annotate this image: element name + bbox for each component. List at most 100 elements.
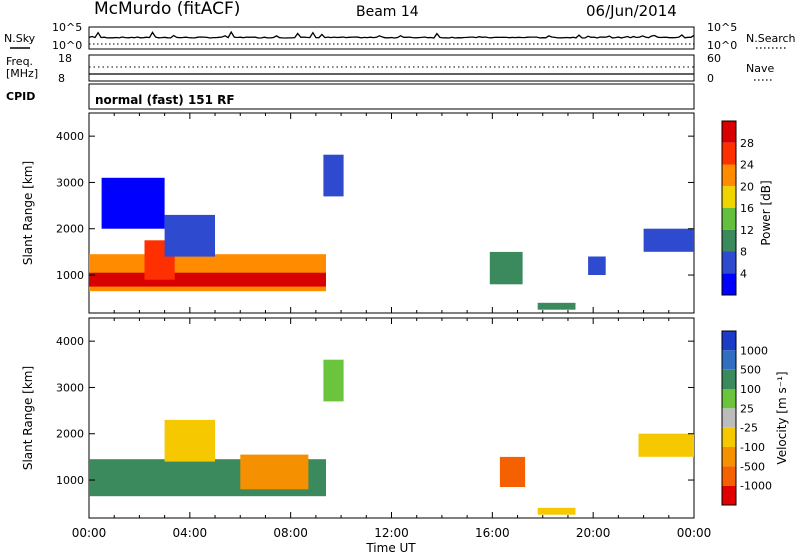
velocity-region-5 [638,433,694,457]
noise-right-label: N.Search [746,32,796,45]
power-colorbar-tick: 20 [740,180,754,193]
noise-right-tick-bottom: 10^0 [707,39,737,52]
power-colorbar: 4 8 12 16 20 24 28 [721,120,754,296]
x-tick-label: 12:00 [374,526,409,540]
power-region-9 [101,177,165,229]
velocity-region-3 [323,359,344,402]
power-colorbar-tick: 4 [740,267,747,280]
beam-title: Beam 14 [356,4,419,20]
cpid-mode: normal (fast) 151 RF [95,93,235,107]
x-tick-label: 16:00 [475,526,510,540]
velocity-region-1 [240,454,309,490]
x-tick-label: 08:00 [273,526,308,540]
freq-left-tick-top: 18 [58,52,72,65]
velocity-colorbar-swatch [722,331,736,351]
power-colorbar-tick: 16 [740,202,754,215]
freq-label-bottom: [MHz] [6,67,38,80]
power-region-8 [164,214,215,257]
power-colorbar-label: Power [dB] [759,180,773,245]
station-title: McMurdo (fitACF) [94,0,240,19]
velocity-colorbar: 1000 500 100 25 -25 -100 -500 -1000 [721,330,772,506]
power-region-3 [323,154,344,197]
noise-sky-trace [88,30,695,39]
power-data [89,154,694,310]
y-tick-label: 1000 [56,474,84,487]
cpid-panel-frame [88,83,695,110]
power-colorbar-tick: 24 [740,159,754,172]
nave-tick-top: 60 [707,52,721,65]
y-tick-label: 2000 [56,223,84,236]
velocity-colorbar-swatch [722,447,736,467]
power-colorbar-swatch [722,121,736,143]
velocity-colorbar-swatch [722,427,736,447]
velocity-colorbar-swatch [722,408,736,428]
date-title: 06/Jun/2014 [586,2,677,20]
freq-left-tick-bottom: 8 [58,72,65,85]
power-region-7 [643,228,694,252]
y-tick-label: 3000 [56,381,84,394]
cpid-label: CPID [6,90,35,103]
freq-panel-frame [88,54,695,82]
noise-traces [88,30,695,45]
power-colorbar-frame [721,120,737,296]
noise-right-tick-top: 10^5 [707,21,737,34]
velocity-colorbar-tick: 1000 [740,344,768,357]
x-axis-ticks: 00:00 04:00 08:00 12:00 16:00 20:00 00:00 [72,526,712,540]
velocity-axes: 1000 2000 3000 4000 [56,318,695,518]
y-tick-label: 2000 [56,428,84,441]
power-region-5 [537,302,576,310]
y-tick-label: 4000 [56,335,84,348]
power-colorbar-tick: 8 [740,246,747,259]
velocity-colorbar-label: Velocity [m s⁻¹] [775,371,789,464]
x-tick-label: 00:00 [677,526,712,540]
power-colorbar-tick: 28 [740,137,754,150]
noise-panel-frame [88,26,695,50]
y-tick-label: 1000 [56,269,84,282]
velocity-ylabel: Slant Range [km] [21,366,35,470]
x-tick-label: 20:00 [576,526,611,540]
x-axis-label: Time UT [365,541,416,554]
power-colorbar-swatch [722,142,736,165]
velocity-region-4 [537,507,576,515]
power-colorbar-swatch [722,229,736,252]
power-region-6 [588,256,606,275]
velocity-colorbar-tick: 25 [740,402,754,415]
velocity-region-2 [499,456,526,487]
power-colorbar-swatch [722,251,736,274]
nave-tick-bottom: 0 [707,72,714,85]
x-tick-label: 04:00 [173,526,208,540]
velocity-colorbar-swatch [722,369,736,389]
velocity-colorbar-frame [721,330,737,506]
velocity-colorbar-tick: -1000 [740,480,772,493]
velocity-region-6 [164,419,215,462]
freq-traces [89,66,694,75]
power-region-1 [89,272,326,287]
power-colorbar-swatch [722,208,736,230]
nave-label: Nave [746,62,774,75]
velocity-colorbar-tick: -500 [740,460,765,473]
velocity-colorbar-tick: 100 [740,383,761,396]
velocity-colorbar-tick: 500 [740,364,761,377]
power-colorbar-swatch [722,164,736,187]
power-colorbar-swatch [722,273,736,296]
velocity-colorbar-swatch [722,466,736,486]
power-ylabel: Slant Range [km] [21,161,35,265]
power-region-4 [489,251,523,285]
velocity-data [89,359,694,515]
power-axes: 1000 2000 3000 4000 [56,113,695,313]
velocity-colorbar-tick: -100 [740,441,765,454]
velocity-colorbar-swatch [722,485,736,505]
freq-label-top: Freq. [6,55,33,68]
power-colorbar-swatch [722,186,736,209]
y-tick-label: 3000 [56,176,84,189]
velocity-colorbar-tick: -25 [740,422,758,435]
y-tick-label: 4000 [56,130,84,143]
x-tick-label: 00:00 [72,526,107,540]
noise-left-tick-bottom: 10^0 [52,39,82,52]
noise-left-label: N.Sky [4,32,36,45]
velocity-colorbar-swatch [722,350,736,370]
power-colorbar-tick: 12 [740,224,754,237]
velocity-colorbar-swatch [722,389,736,409]
noise-left-tick-top: 10^5 [52,21,82,34]
